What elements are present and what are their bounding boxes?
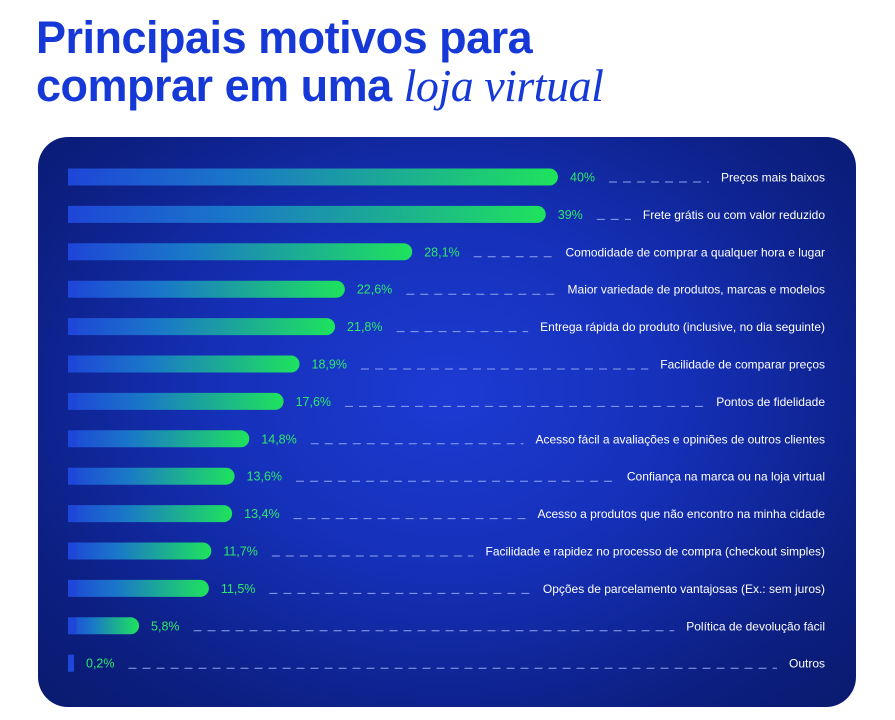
category-label: Facilidade e rapidez no processo de comp… [486, 545, 826, 559]
bar-10-left-cap [68, 542, 77, 560]
value-label: 13,4% [244, 507, 279, 521]
title-line-2-italic: loja virtual [403, 60, 604, 111]
category-label: Preços mais baixos [721, 171, 825, 185]
value-label: 5,8% [151, 619, 180, 633]
bar-2-left-cap [68, 243, 77, 261]
category-label: Entrega rápida do produto (inclusive, no… [540, 320, 825, 334]
bar-11-left-cap [68, 579, 77, 597]
page-title: Principais motivos para comprar em uma l… [36, 12, 604, 111]
value-label: 39% [558, 208, 583, 222]
category-label: Outros [789, 657, 825, 671]
category-label: Política de devolução fácil [686, 619, 825, 633]
bar-9 [68, 505, 233, 523]
value-label: 11,5% [221, 582, 256, 596]
value-label: 18,9% [312, 358, 347, 372]
bar-1-left-cap [68, 205, 77, 223]
category-label: Confiança na marca ou na loja virtual [627, 470, 825, 484]
bar-13-left-cap [68, 654, 74, 672]
bar-5-left-cap [68, 355, 77, 373]
bar-11 [68, 579, 209, 597]
value-label: 11,7% [223, 545, 258, 559]
bar-0 [68, 168, 558, 186]
bar-8 [68, 467, 235, 485]
category-label: Pontos de fidelidade [716, 395, 825, 409]
value-label: 0,2% [86, 657, 115, 671]
bar-3-left-cap [68, 280, 77, 298]
bar-7 [68, 430, 250, 448]
category-label: Acesso a produtos que não encontro na mi… [537, 507, 825, 521]
category-label: Comodidade de comprar a qualquer hora e … [566, 245, 826, 259]
chart-panel: 40% Preços mais baixos 39% Frete grátis ou … [38, 137, 856, 707]
bar-12 [68, 617, 140, 635]
title-line-1: Principais motivos para [36, 12, 533, 63]
bar-0-left-cap [68, 168, 77, 186]
value-label: 13,6% [247, 470, 282, 484]
bar-3 [68, 280, 345, 298]
bar-10 [68, 542, 212, 560]
bar-2 [68, 243, 413, 261]
bar-9-left-cap [68, 505, 77, 523]
category-label: Facilidade de comparar preços [660, 358, 825, 372]
bar-8-left-cap [68, 467, 77, 485]
value-label: 17,6% [296, 395, 331, 409]
bar-5 [68, 355, 300, 373]
value-label: 14,8% [261, 432, 296, 446]
category-label: Acesso fácil a avaliações e opiniões de … [536, 432, 826, 446]
bar-6-left-cap [68, 392, 77, 410]
bars-group: 40% Preços mais baixos 39% Frete grátis ou … [68, 168, 826, 672]
value-label: 22,6% [357, 283, 392, 297]
category-label: Opções de parcelamento vantajosas (Ex.: … [543, 582, 825, 596]
value-label: 40% [570, 171, 595, 185]
bar-chart: 40% Preços mais baixos 39% Frete grátis ou … [68, 168, 826, 672]
category-label: Maior variedade de produtos, marcas e mo… [568, 283, 825, 297]
title-line-2-plain: comprar em uma [36, 60, 404, 111]
bar-6 [68, 392, 284, 410]
title-line-2: comprar em uma loja virtual [36, 60, 604, 111]
bar-12-left-cap [68, 617, 77, 635]
bar-4-left-cap [68, 318, 77, 336]
category-label: Frete grátis ou com valor reduzido [643, 208, 825, 222]
bar-4 [68, 318, 336, 336]
bar-7-left-cap [68, 430, 77, 448]
value-label: 28,1% [424, 245, 459, 259]
bar-1 [68, 205, 546, 223]
value-label: 21,8% [347, 320, 382, 334]
